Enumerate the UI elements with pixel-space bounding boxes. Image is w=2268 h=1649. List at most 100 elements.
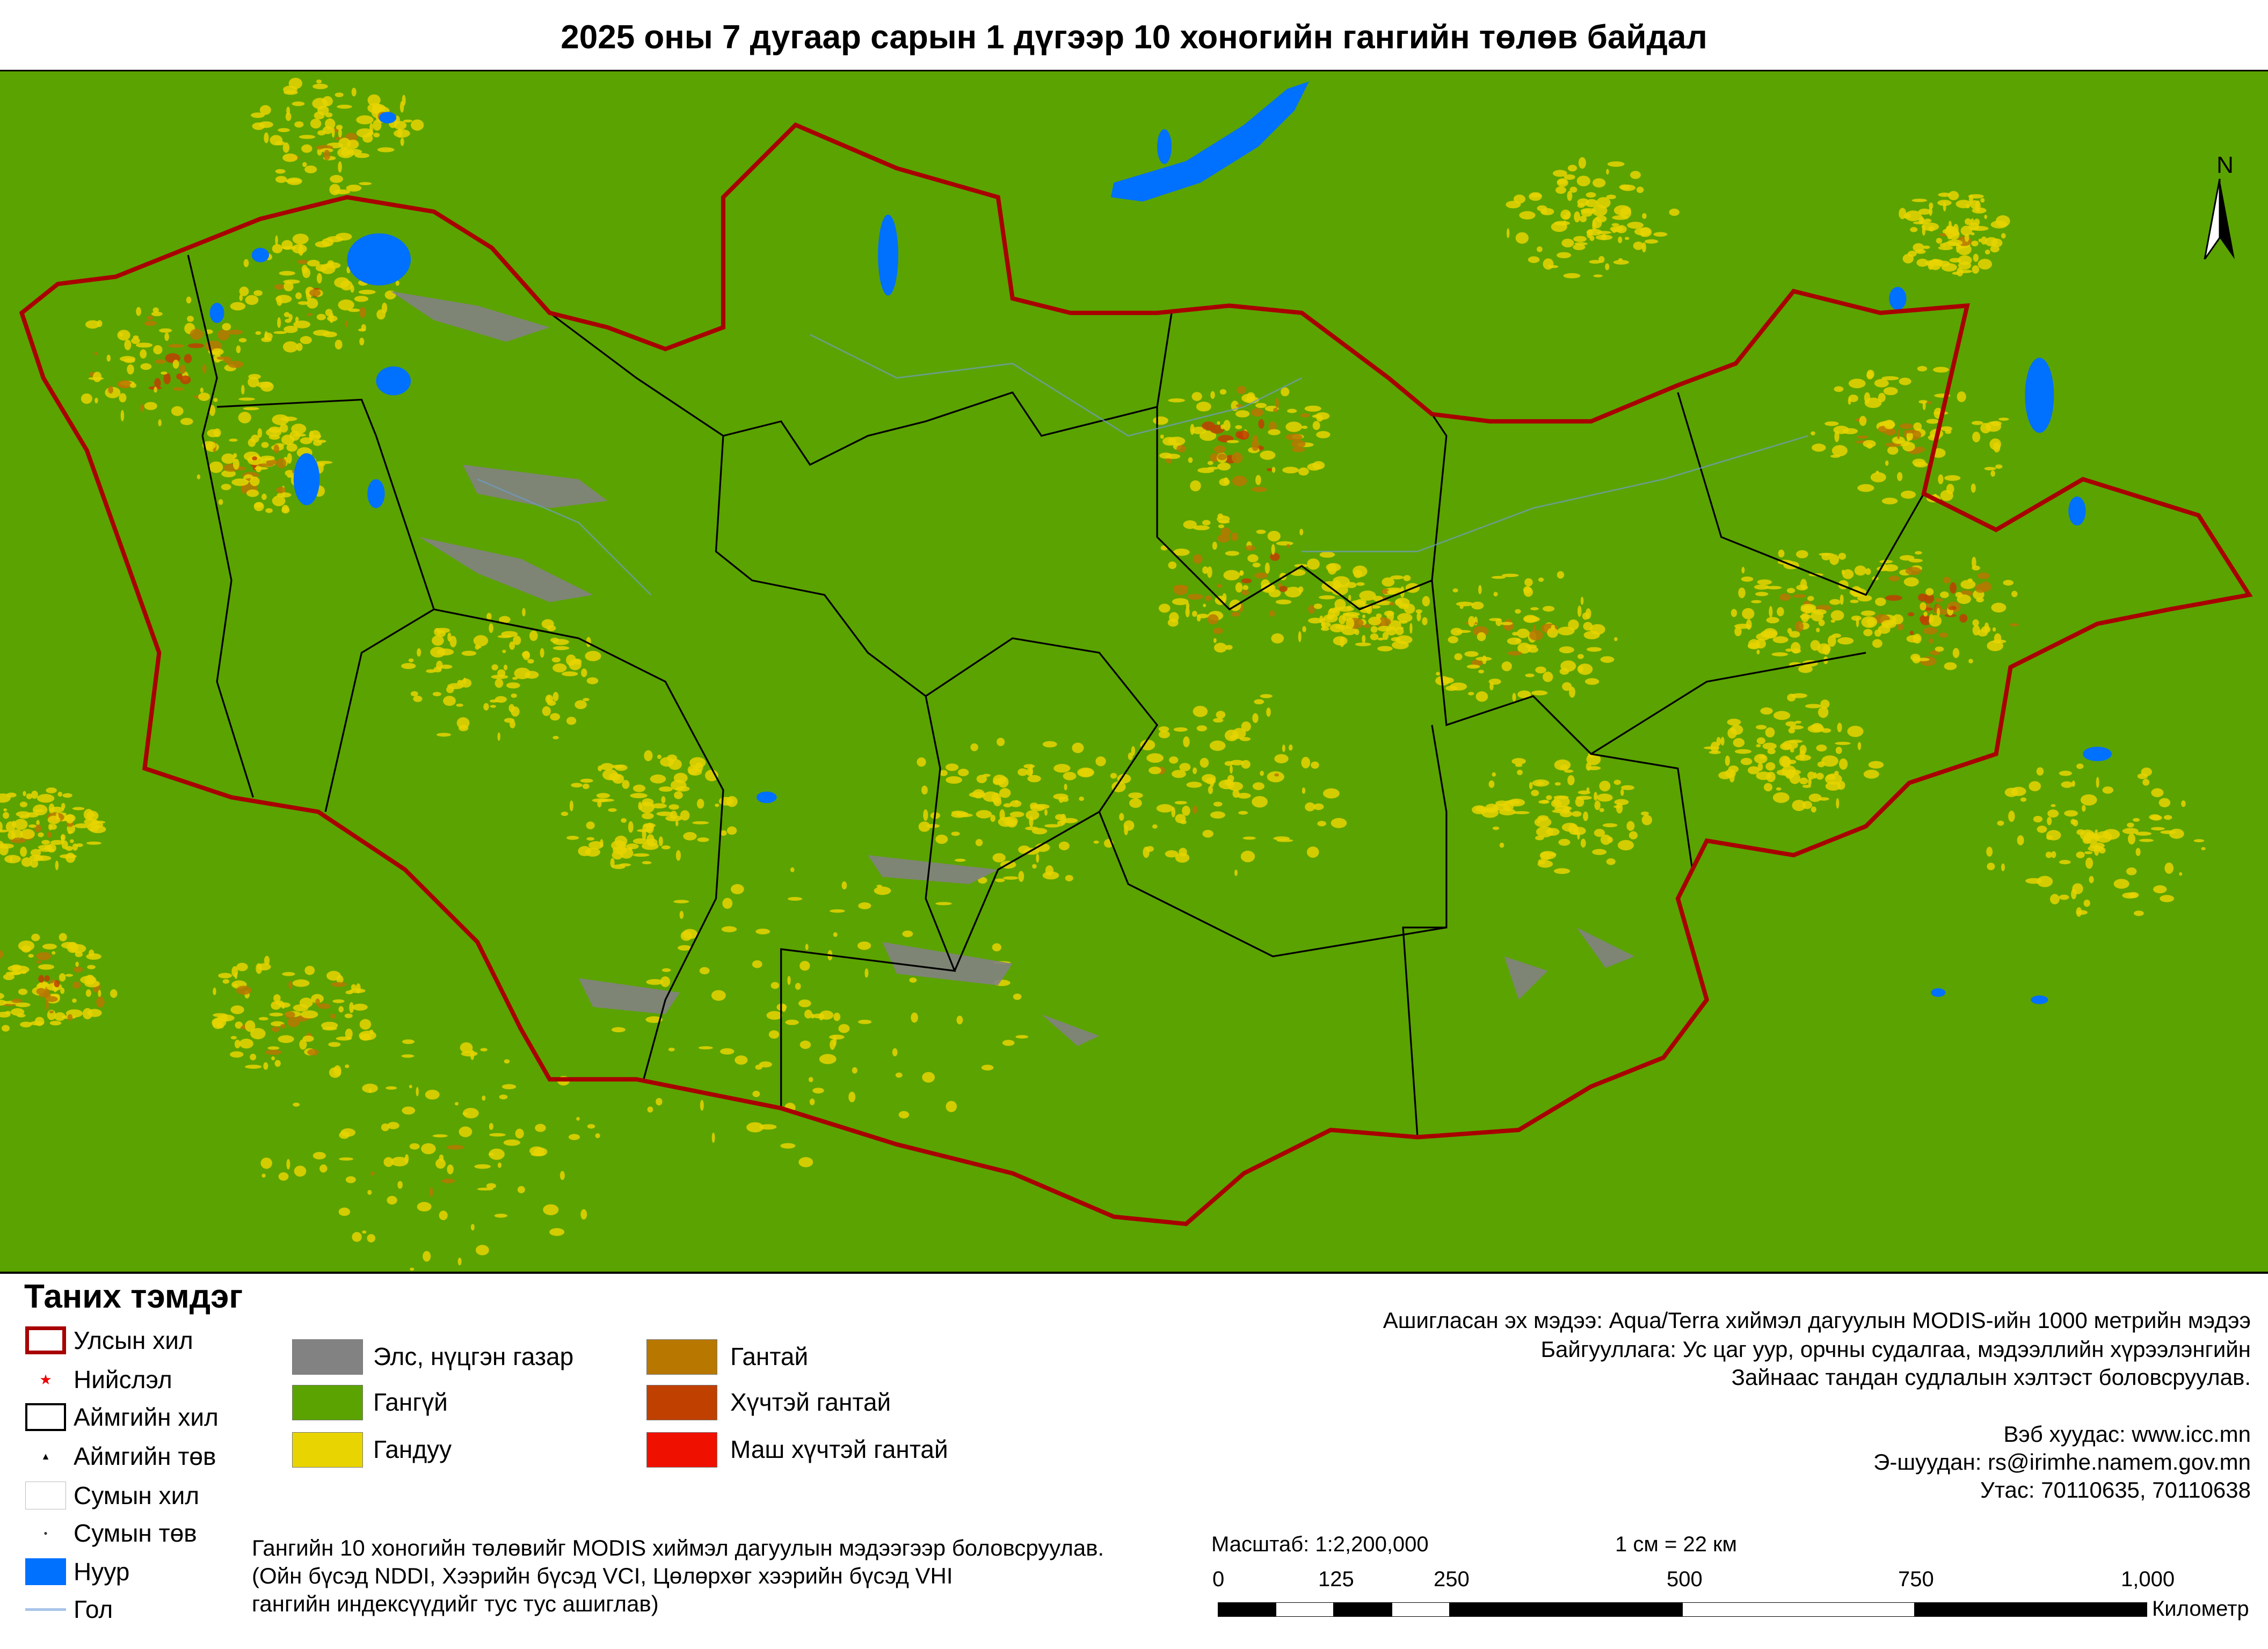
drought-patch bbox=[1910, 227, 1918, 232]
drought-patch bbox=[2133, 818, 2140, 822]
drought-patch bbox=[1867, 623, 1874, 627]
drought-patch bbox=[222, 323, 231, 331]
drought-patch bbox=[1957, 243, 1972, 256]
drought-patch bbox=[2076, 829, 2085, 835]
drought-patch bbox=[1495, 618, 1502, 626]
drought-patch bbox=[1475, 691, 1488, 702]
drought-patch bbox=[1062, 818, 1078, 823]
drought-patch bbox=[1778, 549, 1785, 558]
drought-patch bbox=[362, 1083, 378, 1093]
drought-patch bbox=[600, 839, 604, 848]
drought-patch bbox=[1224, 729, 1239, 741]
drought-patch bbox=[1899, 377, 1911, 385]
drought-patch bbox=[1754, 584, 1769, 590]
drought-patch bbox=[553, 735, 559, 740]
drought-patch bbox=[1968, 194, 1984, 199]
drought-patch bbox=[1456, 601, 1474, 607]
drought-patch bbox=[315, 241, 330, 248]
drought-patch bbox=[1165, 850, 1179, 858]
drought-patch bbox=[1738, 587, 1746, 599]
drought-patch bbox=[1993, 442, 2001, 453]
drought-patch bbox=[1766, 771, 1776, 783]
drought-patch bbox=[338, 137, 351, 149]
drought-patch bbox=[1507, 637, 1522, 645]
drought-patch bbox=[346, 184, 362, 192]
drought-patch bbox=[1727, 718, 1741, 726]
drought-patch bbox=[257, 463, 274, 467]
drought-patch bbox=[443, 696, 456, 706]
drought-patch bbox=[1773, 711, 1791, 720]
drought-patch bbox=[1576, 796, 1592, 800]
drought-patch bbox=[833, 1012, 841, 1021]
drought-patch bbox=[480, 1048, 488, 1052]
drought-patch bbox=[1763, 628, 1778, 639]
drought-patch bbox=[275, 235, 278, 245]
drought-patch bbox=[656, 1098, 663, 1106]
drought-patch bbox=[978, 877, 987, 884]
drought-patch bbox=[221, 484, 231, 491]
drought-patch bbox=[2051, 851, 2056, 858]
drought-patch bbox=[1781, 756, 1791, 768]
scale-tick-250: 250 bbox=[1434, 1567, 1470, 1591]
drought-patch bbox=[350, 284, 354, 293]
drought-patch bbox=[3, 974, 14, 980]
drought-patch bbox=[1515, 609, 1521, 614]
drought-patch bbox=[892, 1048, 898, 1056]
drought-patch bbox=[1812, 443, 1826, 452]
drought-patch bbox=[245, 295, 259, 305]
drought-patch bbox=[1822, 645, 1830, 655]
drought-patch bbox=[1539, 851, 1557, 859]
drought-patch bbox=[281, 240, 293, 250]
drought-patch bbox=[1594, 792, 1598, 801]
drought-patch bbox=[1733, 738, 1745, 748]
drought-patch bbox=[1595, 215, 1607, 223]
drought-patch bbox=[1551, 799, 1562, 808]
drought-patch bbox=[8, 830, 16, 840]
scale-tick-0: 0 bbox=[1212, 1567, 1225, 1591]
drought-patch bbox=[1642, 213, 1647, 219]
drought-patch bbox=[250, 1054, 257, 1061]
drought-patch bbox=[1217, 584, 1223, 588]
drought-patch bbox=[1209, 740, 1226, 751]
drought-patch bbox=[549, 1228, 565, 1236]
drought-patch bbox=[770, 982, 780, 989]
drought-patch bbox=[309, 289, 321, 297]
drought-patch bbox=[1235, 404, 1243, 408]
drought-patch bbox=[1015, 800, 1019, 805]
drought-patch bbox=[1933, 367, 1949, 373]
drought-patch bbox=[54, 980, 60, 988]
drought-patch bbox=[85, 989, 91, 997]
drought-patch bbox=[259, 105, 271, 115]
drought-patch bbox=[1252, 796, 1268, 808]
drought-map[interactable]: N bbox=[0, 70, 2268, 1274]
drought-patch bbox=[325, 118, 336, 130]
drought-patch bbox=[285, 112, 292, 121]
drought-patch bbox=[1017, 768, 1028, 776]
drought-patch bbox=[457, 680, 463, 685]
drought-patch bbox=[2137, 773, 2148, 779]
drought-patch bbox=[1395, 627, 1404, 636]
drought-patch bbox=[595, 1133, 600, 1139]
drought-patch bbox=[70, 839, 74, 843]
drought-patch bbox=[330, 1013, 336, 1019]
drought-patch bbox=[1970, 218, 1974, 227]
drought-patch bbox=[682, 929, 697, 939]
drought-patch bbox=[271, 1026, 280, 1032]
drought-patch bbox=[402, 1106, 416, 1115]
drought-patch bbox=[1269, 610, 1275, 617]
drought-patch bbox=[1772, 792, 1790, 803]
drought-patch bbox=[1900, 423, 1913, 429]
drought-patch bbox=[144, 320, 157, 326]
drought-patch bbox=[439, 1210, 448, 1221]
drought-patch bbox=[768, 1030, 780, 1039]
drought-patch bbox=[1580, 838, 1586, 848]
drought-patch bbox=[1285, 433, 1303, 441]
credit-email[interactable]: Э-шуудан: rs@irimhe.namem.gov.mn bbox=[1873, 1449, 2251, 1475]
drought-patch bbox=[1274, 754, 1289, 764]
drought-patch bbox=[291, 424, 307, 434]
drought-patch bbox=[1835, 747, 1842, 754]
drought-patch bbox=[264, 955, 270, 966]
credit-web[interactable]: Вэб хуудас: www.icc.mn bbox=[2003, 1421, 2251, 1447]
drought-patch bbox=[1968, 659, 1973, 663]
drought-patch bbox=[1029, 815, 1034, 827]
